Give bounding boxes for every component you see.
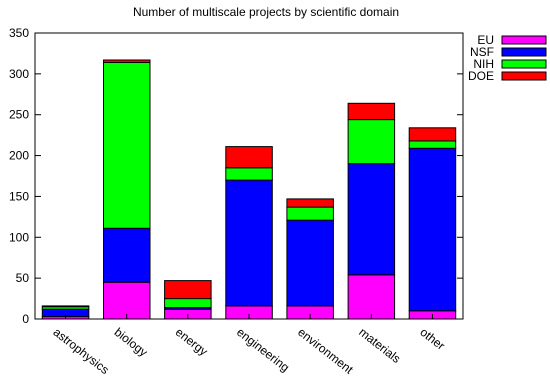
chart-title: Number of multiscale projects by scienti… [133,5,399,19]
bar-engineering-nsf [225,179,273,307]
x-tick-label: engineering [234,325,292,375]
bar-astrophysics-doe [41,305,90,308]
bar-environment-nih [286,206,334,221]
bar-energy-nih [164,298,212,309]
y-tick-label: 150 [9,189,29,203]
bar-materials-eu [347,274,396,320]
bar-energy-doe [164,280,212,300]
bar-materials-doe [347,102,396,121]
plot-frame [34,32,464,320]
bar-environment-nsf [286,219,334,307]
x-tick-label: materials [356,325,403,366]
bar-biology-eu [103,281,151,320]
x-tick-label: biology [112,325,151,359]
bar-biology-nsf [103,227,151,283]
y-tick-label: 100 [9,230,29,244]
legend-label: NSF [470,45,494,59]
x-tick-label: energy [173,325,211,359]
legend-label: DOE [468,69,494,83]
bar-other-doe [408,127,457,142]
x-tick-label: environment [295,325,356,377]
bar-biology-nih [103,61,151,229]
bar-materials-nsf [347,163,396,276]
bar-biology-doe [103,59,151,63]
x-tick-label: other [417,325,447,353]
x-tick-label: astrophysics [51,325,112,377]
bar-other-nsf [408,147,457,312]
bar-engineering-doe [225,146,273,169]
bar-environment-doe [286,198,334,208]
bar-engineering-nih [225,167,273,181]
y-tick-label: 0 [22,312,29,326]
bar-materials-nih [347,119,396,165]
legend-swatch-doe [501,71,547,81]
legend-swatch-eu [501,35,547,45]
y-tick-label: 200 [9,149,29,163]
y-tick-label: 50 [16,271,30,285]
legend-label: EU [477,33,494,47]
y-tick-label: 350 [9,26,29,40]
legend-swatch-nih [501,59,547,69]
legend-swatch-nsf [501,47,547,57]
bars-group [41,59,457,320]
legend-label: NIH [473,57,494,71]
y-tick-label: 300 [9,67,29,81]
bar-other-nih [408,140,457,149]
y-tick-label: 250 [9,108,29,122]
